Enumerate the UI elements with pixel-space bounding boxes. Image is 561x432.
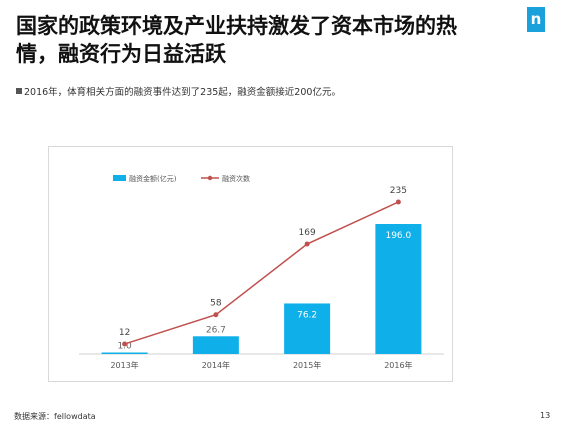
- count-point-2: [213, 312, 219, 318]
- legend-label-count: 融资次数: [222, 174, 250, 183]
- category-label-1: 2013年: [110, 360, 138, 370]
- bar-label-3: 76.2: [297, 310, 317, 320]
- category-label-3: 2015年: [293, 360, 321, 370]
- bar-1: [101, 352, 148, 354]
- bar-3: [284, 303, 331, 354]
- summary-text: 2016年，体育相关方面的融资事件达到了235起，融资金额接近200亿元。: [24, 87, 341, 98]
- count-point-1: [122, 341, 128, 347]
- legend-label-amount: 融资金额(亿元): [129, 174, 177, 183]
- count-label-3: 169: [299, 228, 316, 238]
- data-source: 数据来源：fellowdata: [14, 412, 96, 421]
- count-label-2: 58: [210, 299, 222, 309]
- count-point-3: [304, 241, 310, 247]
- count-label-1: 12: [119, 328, 130, 338]
- chart-frame: 融资金额(亿元) 融资次数 1.0 2013年 26.7 2014年 76.2 2015年 19…: [48, 146, 453, 382]
- funding-chart: 融资金额(亿元) 融资次数 1.0 2013年 26.7 2014年 76.2 2015年 19…: [79, 174, 444, 370]
- bar-label-2: 26.7: [206, 325, 226, 335]
- count-series-line: [124, 201, 399, 345]
- category-label-4: 2016年: [384, 360, 412, 370]
- summary-bullet: 2016年，体育相关方面的融资事件达到了235起，融资金额接近200亿元。: [16, 84, 341, 98]
- bar-2: [192, 336, 239, 354]
- legend-marker-count: [207, 175, 213, 181]
- bar-4: [375, 224, 422, 354]
- count-label-4: 235: [390, 186, 407, 196]
- page-number: 13: [540, 411, 551, 420]
- legend-swatch-amount: [113, 175, 126, 181]
- page-title: 国家的政策环境及产业扶持激发了资本市场的热情，融资行为日益活跃: [16, 14, 457, 66]
- bullet-square-icon: [16, 88, 22, 94]
- category-label-2: 2014年: [202, 360, 230, 370]
- count-point-4: [395, 199, 401, 205]
- bar-label-1: 1.0: [117, 342, 132, 352]
- bar-label-4: 196.0: [385, 231, 411, 241]
- brand-logo: n: [527, 7, 545, 32]
